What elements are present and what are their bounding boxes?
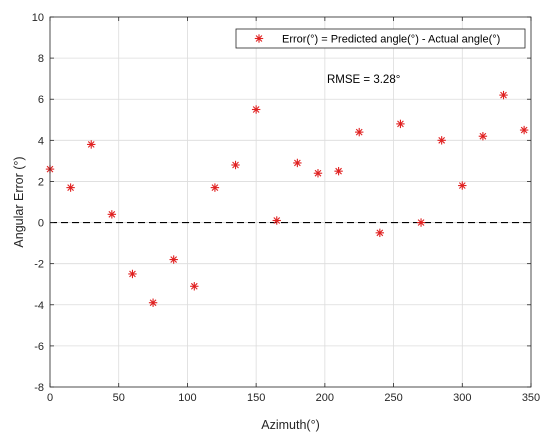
data-point (87, 140, 96, 149)
data-point (148, 298, 158, 307)
data-point (107, 210, 117, 219)
x-tick-label: 200 (316, 392, 334, 404)
x-tick-label: 0 (47, 392, 53, 404)
data-point (293, 158, 302, 168)
x-axis-label: Azimuth(°) (261, 418, 319, 432)
y-tick-label: 10 (32, 12, 44, 24)
y-axis-label: Angular Error (°) (12, 156, 26, 247)
data-point (478, 132, 488, 141)
axis-ticks: 0 50 100 150 200 250 300 350 -8 -6 -4 -2 0 2 4 6 8 10 (32, 12, 540, 404)
data-point (313, 169, 323, 178)
data-point (66, 183, 75, 192)
data-point (458, 181, 467, 190)
y-tick-label: -8 (34, 382, 44, 394)
y-tick-label: -4 (34, 300, 44, 312)
data-point (272, 216, 281, 225)
data-point (210, 183, 220, 192)
y-tick-label: 6 (38, 94, 44, 106)
x-tick-label: 350 (522, 392, 540, 404)
y-tick-label: -6 (34, 341, 44, 353)
data-point (251, 105, 261, 114)
y-tick-label: 8 (38, 53, 44, 65)
data-point (190, 282, 199, 291)
data-point (499, 90, 508, 100)
x-tick-label: 250 (384, 392, 402, 404)
plot-frame (49, 16, 532, 388)
data-point (437, 136, 446, 145)
x-tick-label: 100 (178, 392, 196, 404)
data-point (128, 269, 137, 279)
y-tick-label: 4 (38, 135, 44, 147)
data-point (519, 125, 529, 135)
y-tick-label: 2 (38, 176, 44, 188)
data-point (375, 228, 385, 238)
legend-entry-label: Error(°) = Predicted angle(°) - Actual a… (282, 34, 500, 46)
data-point (355, 127, 364, 137)
rmse-annotation: RMSE = 3.28° (327, 74, 400, 86)
legend: Error(°) = Predicted angle(°) - Actual a… (235, 28, 526, 49)
legend-asterisk (254, 34, 264, 43)
data-point (416, 218, 426, 227)
legend-box (235, 28, 526, 49)
data-point (334, 166, 343, 176)
x-tick-label: 150 (247, 392, 265, 404)
legend-marker-icon (254, 34, 264, 43)
y-tick-label: 0 (38, 218, 44, 230)
x-tick-label: 300 (453, 392, 471, 404)
data-point (396, 119, 405, 129)
data-points (45, 90, 529, 307)
data-point (231, 160, 240, 170)
data-point (169, 255, 178, 264)
y-tick-label: -2 (34, 259, 44, 271)
plot-area (50, 17, 531, 387)
x-tick-label: 50 (113, 392, 125, 404)
